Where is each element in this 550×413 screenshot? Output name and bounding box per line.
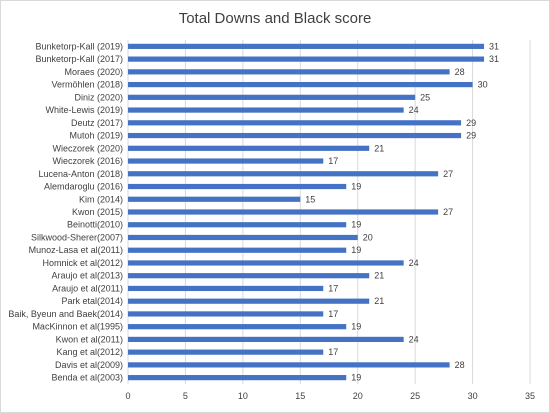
category-label-4: Diniz (2020) (74, 92, 123, 102)
data-label-2: 28 (455, 67, 465, 77)
category-label-12: Kim (2014) (79, 194, 123, 204)
category-label-1: Bunketorp-Kall (2017) (35, 54, 123, 64)
data-label-21: 17 (328, 309, 338, 319)
category-label-14: Beinotti(2010) (67, 220, 123, 230)
bar-19 (128, 285, 324, 292)
category-label-25: Davis et al(2009) (55, 360, 123, 370)
category-label-15: Silkwood-Sherer(2007) (31, 232, 123, 242)
data-label-3: 30 (478, 80, 488, 90)
data-label-14: 19 (351, 220, 361, 230)
category-label-17: Homnick et al(2012) (42, 258, 123, 268)
category-label-21: Baik, Byeun and Baek(2014) (8, 309, 123, 319)
x-tick-label-5: 25 (410, 391, 420, 401)
category-label-0: Bunketorp-Kall (2019) (35, 41, 123, 51)
data-label-0: 31 (489, 41, 499, 51)
data-label-4: 25 (420, 92, 430, 102)
data-label-1: 31 (489, 54, 499, 64)
bar-14 (128, 222, 347, 228)
data-label-19: 17 (328, 283, 338, 293)
bar-21 (128, 311, 324, 317)
data-label-24: 17 (328, 347, 338, 357)
category-label-19: Araujo et al(2011) (52, 283, 123, 293)
category-label-2: Moraes (2020) (64, 67, 123, 77)
data-label-7: 29 (466, 131, 476, 141)
data-label-18: 21 (374, 271, 384, 281)
data-label-13: 27 (443, 207, 453, 217)
data-label-5: 24 (409, 105, 419, 115)
bar-2 (128, 69, 450, 75)
bar-15 (128, 234, 358, 241)
bar-18 (128, 273, 370, 279)
category-label-23: Kwon et al(2011) (56, 334, 123, 344)
bar-5 (128, 107, 404, 113)
bar-1 (128, 56, 485, 62)
data-label-16: 19 (351, 245, 361, 255)
bar-23 (128, 336, 404, 343)
data-label-9: 17 (328, 156, 338, 166)
data-label-8: 21 (374, 143, 384, 153)
category-label-20: Park etal(2014) (61, 296, 123, 306)
bar-16 (128, 247, 347, 253)
data-label-15: 20 (363, 232, 373, 242)
data-label-6: 29 (466, 118, 476, 128)
x-tick-label-7: 35 (525, 391, 535, 401)
data-label-22: 19 (351, 322, 361, 332)
category-label-26: Benda et al(2003) (51, 373, 123, 383)
category-label-22: MacKinnon et al(1995) (32, 322, 123, 332)
bar-10 (128, 171, 439, 177)
x-tick-label-1: 5 (183, 391, 188, 401)
x-tick-label-0: 0 (125, 391, 130, 401)
category-label-6: Deutz (2017) (71, 118, 123, 128)
bar-20 (128, 298, 370, 304)
bar-24 (128, 349, 324, 355)
bar-12 (128, 196, 301, 202)
data-label-20: 21 (374, 296, 384, 306)
bar-6 (128, 120, 462, 126)
x-tick-label-6: 30 (468, 391, 478, 401)
category-label-24: Kang et al(2012) (56, 347, 123, 357)
category-label-3: Vermöhlen (2018) (51, 80, 123, 90)
data-label-12: 15 (305, 194, 315, 204)
data-label-23: 24 (409, 334, 419, 344)
bar-17 (128, 260, 404, 266)
category-label-9: Wieczorek (2016) (52, 156, 123, 166)
x-tick-label-2: 10 (238, 391, 248, 401)
bar-7 (128, 132, 462, 139)
bar-8 (128, 145, 370, 151)
bar-22 (128, 324, 347, 330)
category-label-16: Munoz-Lasa et al(2011) (29, 245, 123, 255)
category-label-11: Alemdaroglu (2016) (44, 182, 123, 192)
bar-26 (128, 375, 347, 381)
category-label-18: Araujo et al(2013) (51, 271, 123, 281)
data-label-25: 28 (455, 360, 465, 370)
x-tick-label-3: 15 (295, 391, 305, 401)
x-tick-label-4: 20 (353, 391, 363, 401)
bar-9 (128, 158, 324, 164)
category-label-10: Lucena-Anton (2018) (38, 169, 123, 179)
bar-11 (128, 183, 347, 190)
data-label-17: 24 (409, 258, 419, 268)
category-label-13: Kwon (2015) (72, 207, 123, 217)
category-label-5: White-Lewis (2019) (45, 105, 123, 115)
data-label-11: 19 (351, 182, 361, 192)
chart-title: Total Downs and Black score (178, 10, 372, 27)
bar-13 (128, 209, 439, 215)
data-label-10: 27 (443, 169, 453, 179)
bar-3 (128, 81, 473, 88)
bar-0 (128, 43, 485, 49)
category-label-8: Wieczorek (2020) (52, 143, 123, 153)
bar-4 (128, 94, 416, 100)
bar-25 (128, 362, 450, 368)
category-label-7: Mutoh (2019) (69, 131, 123, 141)
data-label-26: 19 (351, 373, 361, 383)
